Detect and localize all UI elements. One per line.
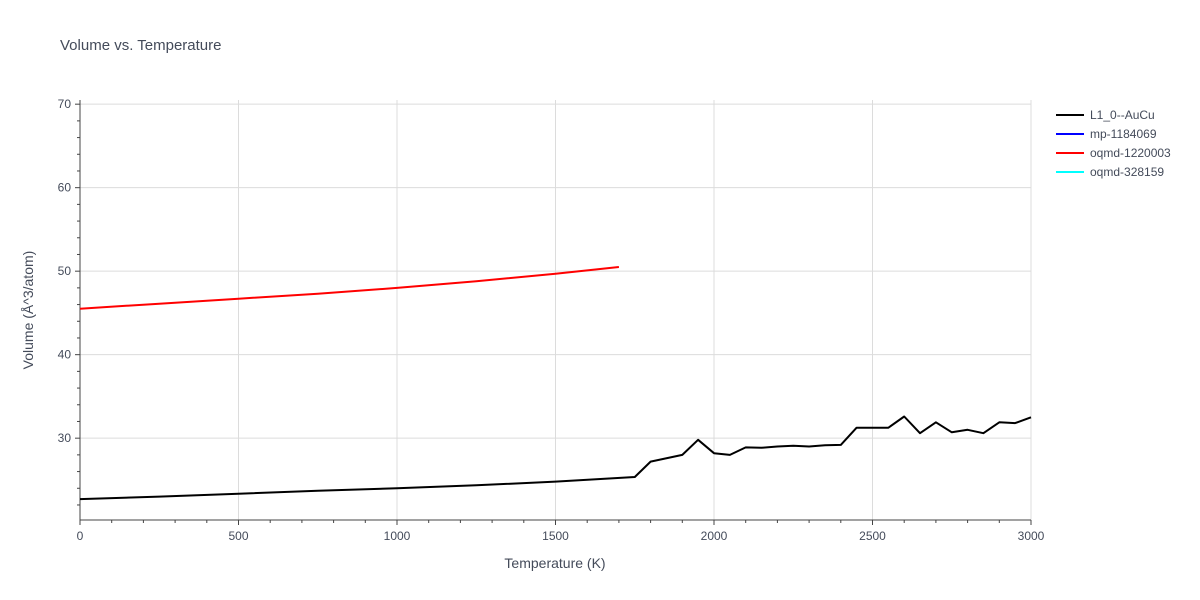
- y-tick-label-70: 70: [58, 97, 72, 111]
- x-axis-title: Temperature (K): [504, 555, 605, 571]
- chart-title: Volume vs. Temperature: [60, 37, 221, 54]
- axes-layer: 0 500 1000 1500 2000 2500 3000 30 40 50 60 70: [58, 97, 1045, 543]
- y-axis-title: Volume (Å^3/atom): [20, 251, 36, 370]
- series-layer: [79, 266, 1032, 501]
- series-line-oqmd-1220003: [79, 266, 620, 310]
- x-tick-label-1500: 1500: [542, 529, 569, 543]
- legend-label: mp-1184069: [1090, 127, 1157, 141]
- legend-item-mp-1184069[interactable]: mp-1184069: [1056, 127, 1157, 141]
- legend-label: oqmd-328159: [1090, 165, 1164, 179]
- x-tick-label-3000: 3000: [1018, 529, 1045, 543]
- legend-item-oqmd-328159[interactable]: oqmd-328159: [1056, 165, 1164, 179]
- legend-item-oqmd-1220003[interactable]: oqmd-1220003: [1056, 146, 1171, 160]
- y-tick-label-60: 60: [58, 181, 72, 195]
- legend[interactable]: L1_0--AuCu mp-1184069 oqmd-1220003 oqmd-328…: [1056, 108, 1171, 179]
- y-tick-label-30: 30: [58, 431, 72, 445]
- legend-label: L1_0--AuCu: [1090, 108, 1155, 122]
- x-tick-label-0: 0: [77, 529, 84, 543]
- x-tick-label-1000: 1000: [384, 529, 411, 543]
- x-tick-label-2000: 2000: [701, 529, 728, 543]
- legend-label: oqmd-1220003: [1090, 146, 1171, 160]
- x-tick-label-2500: 2500: [859, 529, 886, 543]
- x-tick-label-500: 500: [228, 529, 248, 543]
- series-line-L1_0--AuCu: [79, 415, 1032, 501]
- y-tick-label-40: 40: [58, 348, 72, 362]
- grid-layer: [80, 100, 1032, 520]
- legend-item-L1_0--AuCu[interactable]: L1_0--AuCu: [1056, 108, 1155, 122]
- y-tick-label-50: 50: [58, 264, 72, 278]
